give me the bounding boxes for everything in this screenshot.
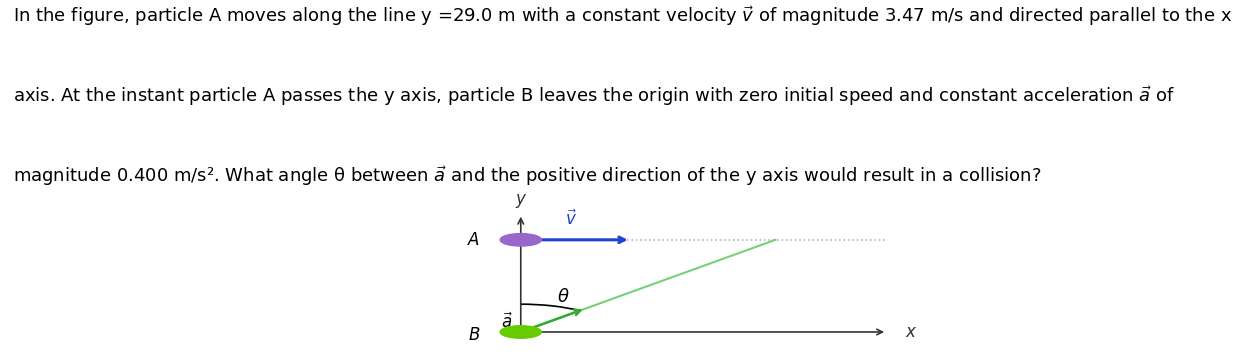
Text: axis. At the instant particle A passes the y axis, particle B leaves the origin : axis. At the instant particle A passes t… — [13, 84, 1175, 108]
Text: B: B — [468, 326, 480, 344]
Text: A: A — [468, 231, 480, 249]
Circle shape — [500, 233, 541, 246]
Circle shape — [500, 326, 541, 338]
Text: $\theta$: $\theta$ — [556, 288, 569, 306]
Text: In the figure, particle A moves along the line y =29.0 m with a constant velocit: In the figure, particle A moves along th… — [13, 4, 1231, 28]
Text: $\vec{a}$: $\vec{a}$ — [501, 312, 512, 332]
Text: magnitude 0.400 m/s². What angle θ between $\vec{a}$ and the positive direction : magnitude 0.400 m/s². What angle θ betwe… — [13, 164, 1041, 188]
Text: y: y — [516, 190, 526, 208]
Text: $\vec{v}$: $\vec{v}$ — [565, 209, 577, 229]
Text: x: x — [905, 323, 915, 341]
